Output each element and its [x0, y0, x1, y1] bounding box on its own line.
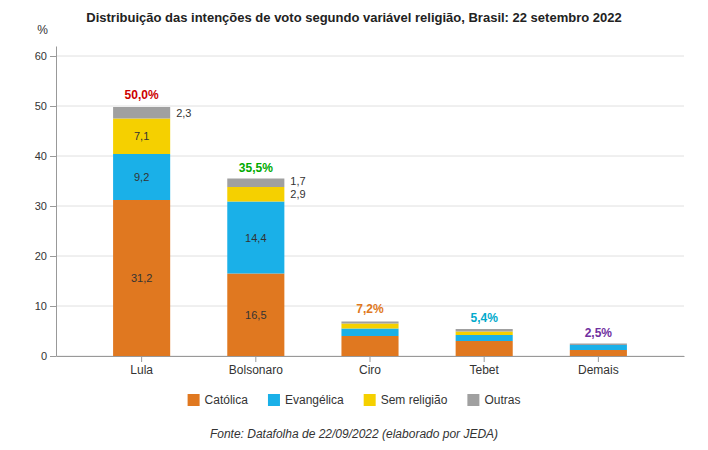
tick-label: 0	[41, 350, 47, 362]
total-label: 5,4%	[471, 311, 499, 325]
bar	[227, 274, 284, 357]
tick-label: Bolsonaro	[229, 363, 283, 377]
legend-swatch	[188, 394, 200, 406]
legend-item: Católica	[188, 393, 249, 407]
chart: Distribuição das intenções de voto segun…	[0, 0, 708, 450]
series	[113, 119, 513, 336]
tick: 0	[41, 350, 56, 362]
tick-label: 60	[35, 50, 47, 62]
tick: 40	[35, 150, 56, 162]
bar	[570, 344, 627, 346]
tick-mark	[141, 356, 142, 362]
tick-mark	[50, 356, 56, 357]
y-axis: 0 10 20 30 40 50 60	[35, 47, 57, 363]
grid-line	[56, 56, 684, 57]
tick-mark	[370, 356, 371, 362]
bar	[570, 345, 627, 350]
total-label: 50,0%	[125, 88, 159, 102]
tick-mark	[50, 156, 56, 157]
data-label: 14,4	[245, 232, 266, 244]
tick-mark	[50, 56, 56, 57]
bar	[456, 335, 513, 341]
tick-label: 10	[35, 300, 47, 312]
tick: 10	[35, 300, 56, 312]
total-label: 35,5%	[239, 161, 273, 175]
legend-item: Sem religião	[364, 393, 448, 407]
tick-label: Lula	[130, 363, 153, 377]
bars	[113, 107, 627, 356]
bar	[341, 336, 398, 356]
tick-label: 30	[35, 200, 47, 212]
plot: 0 10 20 30 40 50 60 Lula Bolsonaro Ciro Tebet Demai…	[35, 23, 685, 377]
data-label: 1,7	[290, 175, 305, 187]
bar	[113, 119, 170, 155]
series	[113, 154, 627, 350]
footer: Fonte: Datafolha de 22/09/2022 (elaborad…	[210, 427, 498, 441]
tick-label: 50	[35, 100, 47, 112]
tick: Tebet	[470, 356, 500, 377]
tick-mark	[50, 306, 56, 307]
data-label: 16,5	[245, 309, 266, 321]
legend-label: Católica	[205, 393, 249, 407]
bar	[341, 324, 398, 329]
legend-swatch	[364, 394, 376, 406]
series	[113, 107, 627, 345]
tick: 30	[35, 200, 56, 212]
legend-swatch	[467, 394, 479, 406]
tick-mark	[255, 356, 256, 362]
title: Distribuição das intenções de voto segun…	[86, 10, 621, 25]
bar	[570, 350, 627, 356]
bar	[456, 329, 513, 332]
bar	[456, 332, 513, 336]
bar	[113, 107, 170, 119]
bar	[456, 341, 513, 356]
tick-label: Demais	[578, 363, 619, 377]
data-label: 31,2	[131, 272, 152, 284]
legend: Católica Evangélica Sem religião Outras	[188, 393, 521, 407]
tick-mark	[50, 256, 56, 257]
bar	[113, 200, 170, 356]
bar	[341, 329, 398, 337]
grid	[56, 56, 684, 356]
total-label: 7,2%	[356, 302, 384, 316]
tick: Bolsonaro	[229, 356, 283, 377]
axis-line	[56, 47, 57, 357]
tick: Demais	[578, 356, 619, 377]
tick-mark	[484, 356, 485, 362]
total-label: 2,5%	[585, 326, 613, 340]
tick-label: 40	[35, 150, 47, 162]
legend-label: Sem religião	[381, 393, 448, 407]
tick-mark	[50, 206, 56, 207]
tick: Lula	[130, 356, 153, 377]
bar	[341, 322, 398, 324]
tick: 60	[35, 50, 56, 62]
tick-mark	[598, 356, 599, 362]
tick: 50	[35, 100, 56, 112]
legend-label: Outras	[484, 393, 520, 407]
tick-label: 20	[35, 250, 47, 262]
tick: Ciro	[359, 356, 381, 377]
bar	[227, 187, 284, 202]
grid-line	[56, 106, 684, 107]
legend-swatch	[268, 394, 280, 406]
data-labels: 31,2 9,2 7,1 2,3 16,5 14,4 2,91,7 50,0% 35,5% 7,2…	[125, 88, 613, 340]
bar	[227, 202, 284, 274]
series	[113, 200, 627, 356]
data-label: 2,9	[290, 188, 305, 200]
x-axis: Lula Bolsonaro Ciro Tebet Demais	[57, 356, 685, 377]
legend-item: Outras	[467, 393, 520, 407]
tick: 20	[35, 250, 56, 262]
tick-mark	[50, 106, 56, 107]
bar	[113, 154, 170, 200]
data-label: 9,2	[134, 171, 149, 183]
tick-label: Ciro	[359, 363, 381, 377]
legend-item: Evangélica	[268, 393, 344, 407]
bar	[570, 345, 627, 346]
data-label: 7,1	[134, 130, 149, 142]
bar	[227, 179, 284, 188]
axis-title: %	[37, 23, 48, 37]
tick-label: Tebet	[470, 363, 500, 377]
legend-label: Evangélica	[285, 393, 344, 407]
data-label: 2,3	[176, 107, 191, 119]
